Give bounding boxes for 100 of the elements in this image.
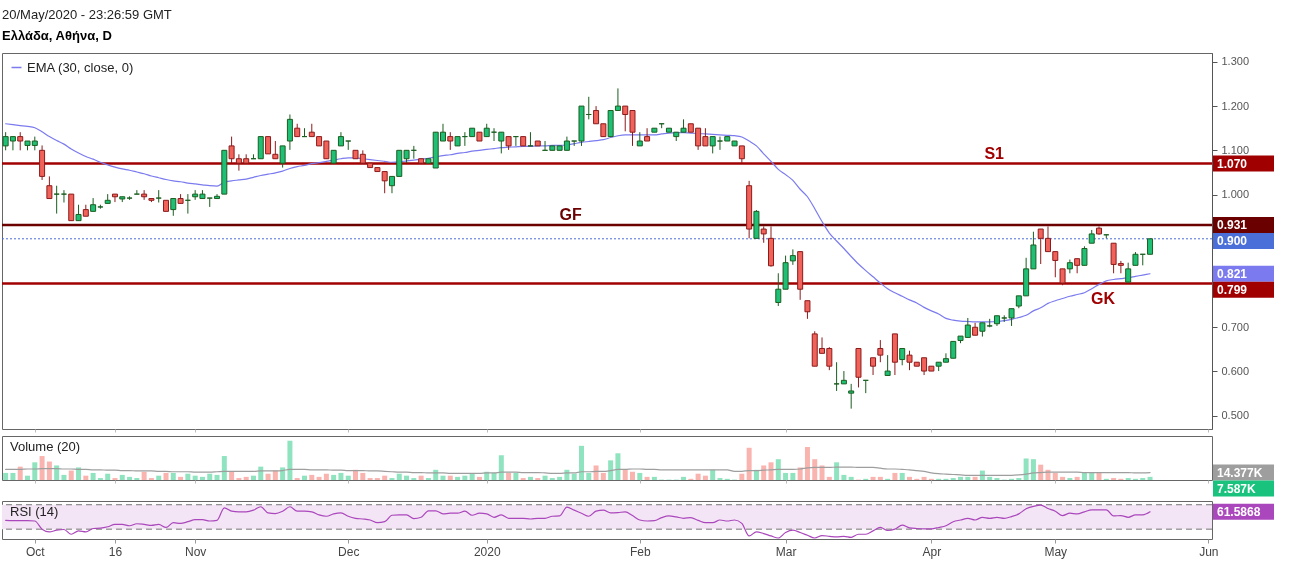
bar: [622, 469, 628, 480]
bar: [848, 476, 854, 480]
bar: [1089, 472, 1095, 480]
bar: [39, 456, 45, 480]
bar: [702, 475, 708, 480]
candlestick: [527, 131, 534, 147]
bar: [338, 472, 344, 480]
text: 0.931: [1217, 218, 1248, 233]
bar: [61, 474, 67, 480]
candlestick: [53, 185, 60, 215]
candlestick: [1081, 245, 1088, 266]
bar: [323, 473, 329, 480]
bar: [783, 472, 789, 480]
bar: [812, 459, 818, 480]
x-tick-label: May: [1044, 544, 1068, 559]
bar: [119, 474, 125, 480]
bar: [455, 476, 461, 480]
chart-subtitle: Ελλάδα, Αθήνα, D: [2, 28, 112, 43]
bar: [600, 472, 606, 480]
bar: [571, 473, 577, 480]
candlestick: [155, 189, 162, 204]
bar: [651, 476, 657, 480]
text: 0.799: [1217, 282, 1248, 297]
x-tick-label: Dec: [338, 544, 360, 559]
bar: [68, 470, 74, 480]
bar: [309, 474, 315, 480]
bar: [250, 475, 256, 480]
bar: [90, 472, 96, 480]
bar: [83, 475, 89, 480]
candlestick: [870, 357, 877, 376]
x-tick-label: Mar: [775, 544, 797, 559]
x-tick-label: 2020: [473, 544, 501, 559]
bar: [156, 475, 162, 480]
bar: [870, 476, 876, 480]
bar: [513, 472, 519, 480]
text: 1.070: [1217, 156, 1248, 171]
candlestick: [214, 193, 221, 200]
x-tick-label: Feb: [629, 544, 651, 559]
x-tick-label: Oct: [25, 544, 46, 559]
chart-title: RSI (14): [10, 504, 59, 519]
candlestick: [90, 197, 97, 212]
bar: [506, 472, 512, 480]
x-tick-label: 16: [108, 544, 123, 559]
bar: [127, 476, 133, 480]
candlestick: [840, 370, 847, 385]
bar: [178, 476, 184, 480]
y-tick-label: 1.000: [1221, 188, 1250, 201]
bar: [3, 472, 9, 480]
bar: [921, 476, 927, 480]
candlestick: [279, 145, 286, 169]
bar: [360, 472, 366, 480]
legend-label: EMA (30, close, 0): [27, 59, 134, 75]
x-tick-label: Jun: [1199, 544, 1219, 559]
bar: [899, 472, 905, 480]
bar: [105, 473, 111, 480]
bar: [345, 475, 351, 480]
bar: [644, 476, 650, 480]
bar: [491, 472, 497, 480]
bar: [819, 465, 825, 480]
bar: [199, 476, 205, 480]
bar: [987, 476, 993, 480]
bar: [265, 473, 271, 480]
candlestick: [833, 361, 840, 392]
bar: [396, 473, 402, 480]
ref-line-label: GK: [1091, 290, 1116, 308]
candlestick: [848, 383, 855, 410]
bar: [826, 476, 832, 480]
candlestick: [46, 175, 53, 200]
y-tick-label: 1.200: [1221, 99, 1250, 112]
y-tick-label: 1.300: [1221, 55, 1250, 68]
bar: [615, 453, 621, 480]
bar: [440, 475, 446, 480]
bar: [221, 456, 227, 480]
bar: [775, 459, 781, 480]
bar: [1081, 472, 1087, 480]
candlestick: [257, 136, 264, 160]
bar: [404, 475, 410, 480]
bar: [469, 473, 475, 480]
bar: [637, 472, 643, 480]
bar: [710, 469, 716, 480]
candlestick: [286, 113, 293, 151]
bar: [163, 472, 169, 480]
candlestick: [877, 339, 884, 363]
bar: [907, 476, 912, 480]
y-tick-label: 0.500: [1221, 409, 1250, 422]
x-tick-label: Apr: [922, 544, 942, 559]
bar: [46, 461, 52, 480]
text: 7.587K: [1217, 481, 1257, 496]
bar: [790, 472, 796, 480]
bar: [892, 472, 898, 480]
y-tick-label: 1.100: [1221, 143, 1250, 156]
bar: [447, 475, 453, 480]
candlestick: [789, 248, 796, 266]
y-tick-label: 0.600: [1221, 364, 1250, 377]
bar: [207, 473, 213, 480]
y-tick-label: 0.700: [1221, 320, 1250, 333]
bar: [316, 476, 322, 480]
chart-title: 20/May/2020 - 23:26:59 GMT: [2, 7, 172, 22]
bar: [476, 476, 482, 480]
x-tick-label: Nov: [184, 544, 207, 559]
